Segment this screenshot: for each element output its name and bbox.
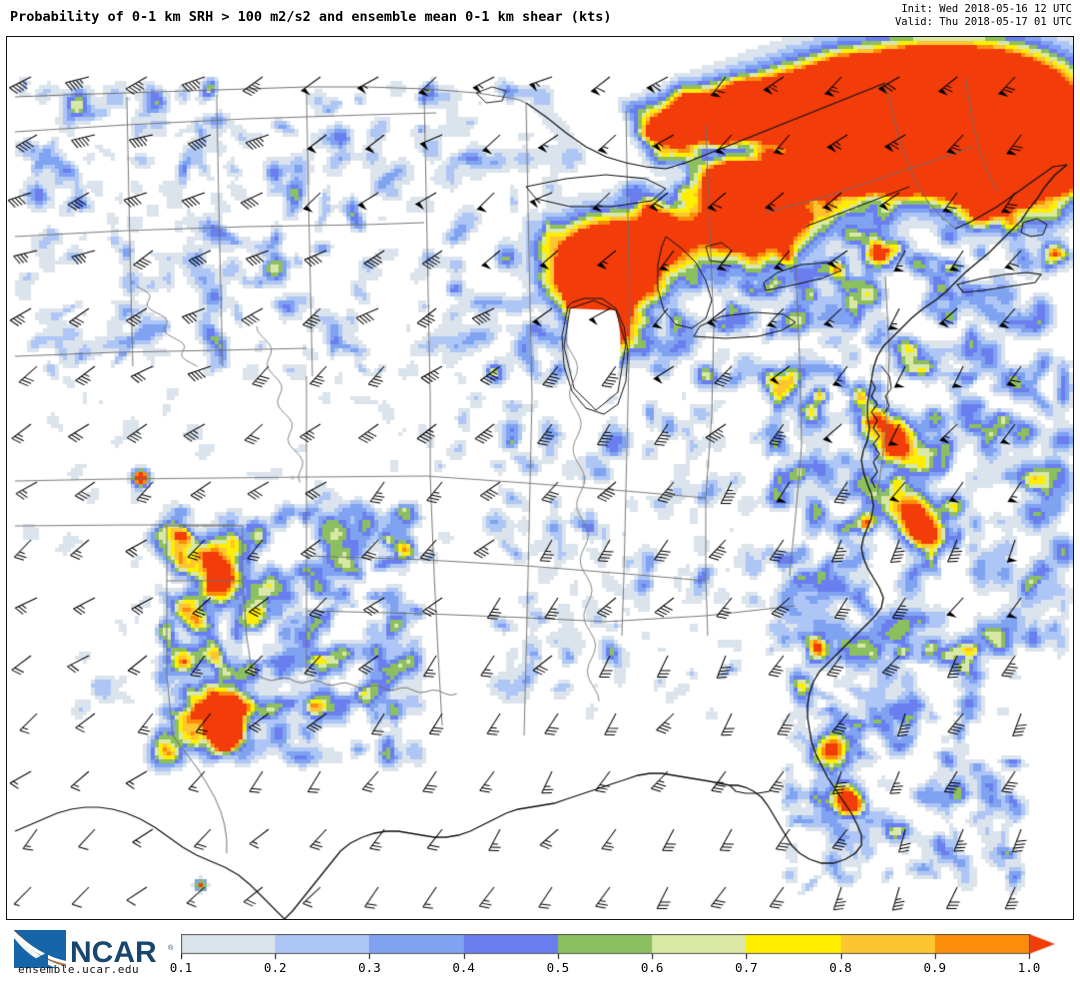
colorbar-tick-label: 0.7 [735,960,758,975]
ncar-wordmark: NCAR [70,936,157,969]
colorbar-tick-label: 0.1 [169,960,193,975]
colorbar-tick-label: 0.8 [829,960,852,975]
ncar-url-label: ensemble.ucar.edu [18,963,140,976]
ncar-logo[interactable]: NCAR ® [8,926,176,978]
colorbar-tick-label: 0.5 [546,960,570,975]
colorbar-gradient[interactable] [181,934,1055,978]
valid-time: Valid: Thu 2018-05-17 01 UTC [894,16,1072,28]
init-time: Init: Wed 2018-05-16 12 UTC [901,3,1072,15]
colorbar-tick-label: 0.3 [358,960,381,975]
colorbar[interactable]: 0.1 0.2 0.3 0.4 0.5 0.6 0.7 0.8 0.9 1.0 [170,934,1055,978]
registered-trademark-icon: ® [168,944,174,952]
colorbar-tick-label: 0.6 [640,960,664,975]
page-title: Probability of 0-1 km SRH > 100 m2/s2 an… [10,9,612,25]
colorbar-tick-label: 1.0 [1017,960,1041,975]
forecast-timestamps: Init: Wed 2018-05-16 12 UTC Valid: Thu 2… [895,3,1072,29]
colorbar-tick-label: 0.9 [923,960,947,975]
map-panel[interactable] [6,36,1074,920]
colorbar-tick-label: 0.4 [452,960,475,975]
footer-bar: NCAR ® ensemble.ucar.edu 0.1 0.2 0.3 0.4 0.5… [0,920,1080,985]
probability-heatmap[interactable] [7,37,1073,919]
header-bar: Probability of 0-1 km SRH > 100 m2/s2 an… [0,0,1080,36]
colorbar-tick-label: 0.2 [263,960,287,975]
